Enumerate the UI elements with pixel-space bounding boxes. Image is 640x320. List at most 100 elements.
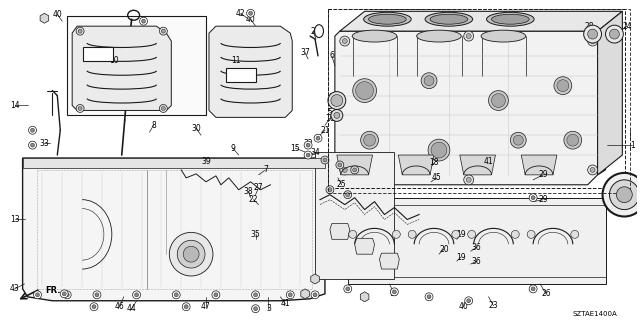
Circle shape	[183, 246, 199, 262]
Circle shape	[465, 297, 473, 305]
Circle shape	[527, 230, 535, 238]
Circle shape	[408, 230, 416, 238]
Circle shape	[63, 291, 71, 299]
Circle shape	[78, 29, 82, 33]
Circle shape	[159, 27, 167, 35]
Text: 27: 27	[253, 183, 263, 192]
Circle shape	[182, 303, 190, 311]
Ellipse shape	[430, 14, 468, 24]
Circle shape	[78, 107, 82, 110]
Text: 40: 40	[246, 15, 255, 24]
Circle shape	[306, 153, 310, 157]
Polygon shape	[521, 155, 557, 175]
Circle shape	[331, 109, 343, 121]
Ellipse shape	[481, 30, 525, 42]
Text: 47: 47	[201, 302, 211, 311]
FancyBboxPatch shape	[226, 68, 255, 82]
Circle shape	[252, 305, 260, 313]
Circle shape	[590, 39, 595, 44]
Polygon shape	[340, 11, 622, 31]
Polygon shape	[22, 158, 325, 301]
Circle shape	[306, 143, 310, 147]
Circle shape	[361, 131, 378, 149]
Circle shape	[427, 295, 431, 299]
Circle shape	[65, 293, 69, 297]
Circle shape	[248, 11, 253, 15]
Circle shape	[588, 29, 598, 39]
Text: 19: 19	[456, 253, 465, 262]
Text: 2: 2	[310, 27, 316, 36]
Circle shape	[253, 293, 257, 297]
Circle shape	[35, 293, 40, 297]
Circle shape	[390, 288, 398, 296]
Text: E-B: E-B	[234, 70, 248, 79]
Text: 36: 36	[472, 243, 481, 252]
FancyBboxPatch shape	[83, 47, 113, 61]
Circle shape	[428, 139, 450, 161]
Text: 36: 36	[472, 257, 481, 266]
Circle shape	[554, 77, 572, 95]
Circle shape	[511, 230, 519, 238]
Circle shape	[425, 293, 433, 301]
Circle shape	[246, 9, 255, 17]
Polygon shape	[72, 26, 172, 110]
Text: 43: 43	[10, 284, 20, 293]
Text: 14: 14	[10, 101, 19, 110]
Text: 18: 18	[429, 158, 439, 167]
Circle shape	[134, 293, 139, 297]
Polygon shape	[355, 238, 374, 254]
Text: 23: 23	[489, 301, 499, 310]
Polygon shape	[209, 26, 292, 117]
Circle shape	[344, 191, 352, 199]
Text: 39: 39	[201, 157, 211, 166]
Text: 4: 4	[328, 93, 332, 102]
Text: 34: 34	[310, 148, 320, 156]
Circle shape	[588, 165, 598, 175]
Circle shape	[159, 105, 167, 112]
Circle shape	[340, 165, 349, 175]
Circle shape	[328, 188, 332, 192]
Circle shape	[342, 39, 348, 44]
Circle shape	[468, 230, 476, 238]
Text: 33: 33	[40, 139, 49, 148]
Circle shape	[513, 135, 524, 145]
Circle shape	[342, 167, 348, 172]
Ellipse shape	[369, 14, 406, 24]
Circle shape	[316, 136, 320, 140]
Circle shape	[60, 290, 68, 298]
Circle shape	[334, 112, 340, 118]
Text: 1: 1	[630, 140, 635, 150]
Circle shape	[323, 158, 327, 162]
Text: 19: 19	[456, 230, 465, 239]
Text: 22: 22	[249, 195, 259, 204]
Polygon shape	[348, 198, 605, 284]
Text: 30: 30	[191, 124, 201, 133]
Circle shape	[311, 291, 319, 299]
Circle shape	[140, 17, 147, 25]
Polygon shape	[460, 155, 495, 175]
Circle shape	[141, 19, 145, 23]
Text: 31: 31	[627, 190, 637, 199]
Text: E-B: E-B	[91, 49, 105, 59]
Circle shape	[336, 161, 344, 169]
Text: 24: 24	[623, 22, 632, 31]
Text: 9: 9	[230, 144, 236, 153]
Circle shape	[392, 230, 400, 238]
Circle shape	[214, 293, 218, 297]
Circle shape	[529, 194, 537, 202]
Circle shape	[464, 31, 474, 41]
Polygon shape	[380, 253, 399, 269]
Circle shape	[172, 291, 180, 299]
Circle shape	[421, 73, 437, 89]
Circle shape	[76, 105, 84, 112]
Circle shape	[326, 186, 334, 194]
Text: 41: 41	[484, 157, 493, 166]
Ellipse shape	[492, 14, 529, 24]
Text: 46: 46	[115, 302, 125, 311]
Polygon shape	[22, 158, 325, 168]
Text: 8: 8	[151, 121, 156, 130]
Polygon shape	[337, 155, 372, 175]
Text: 21: 21	[320, 126, 330, 135]
Circle shape	[466, 177, 471, 182]
Circle shape	[331, 95, 343, 107]
